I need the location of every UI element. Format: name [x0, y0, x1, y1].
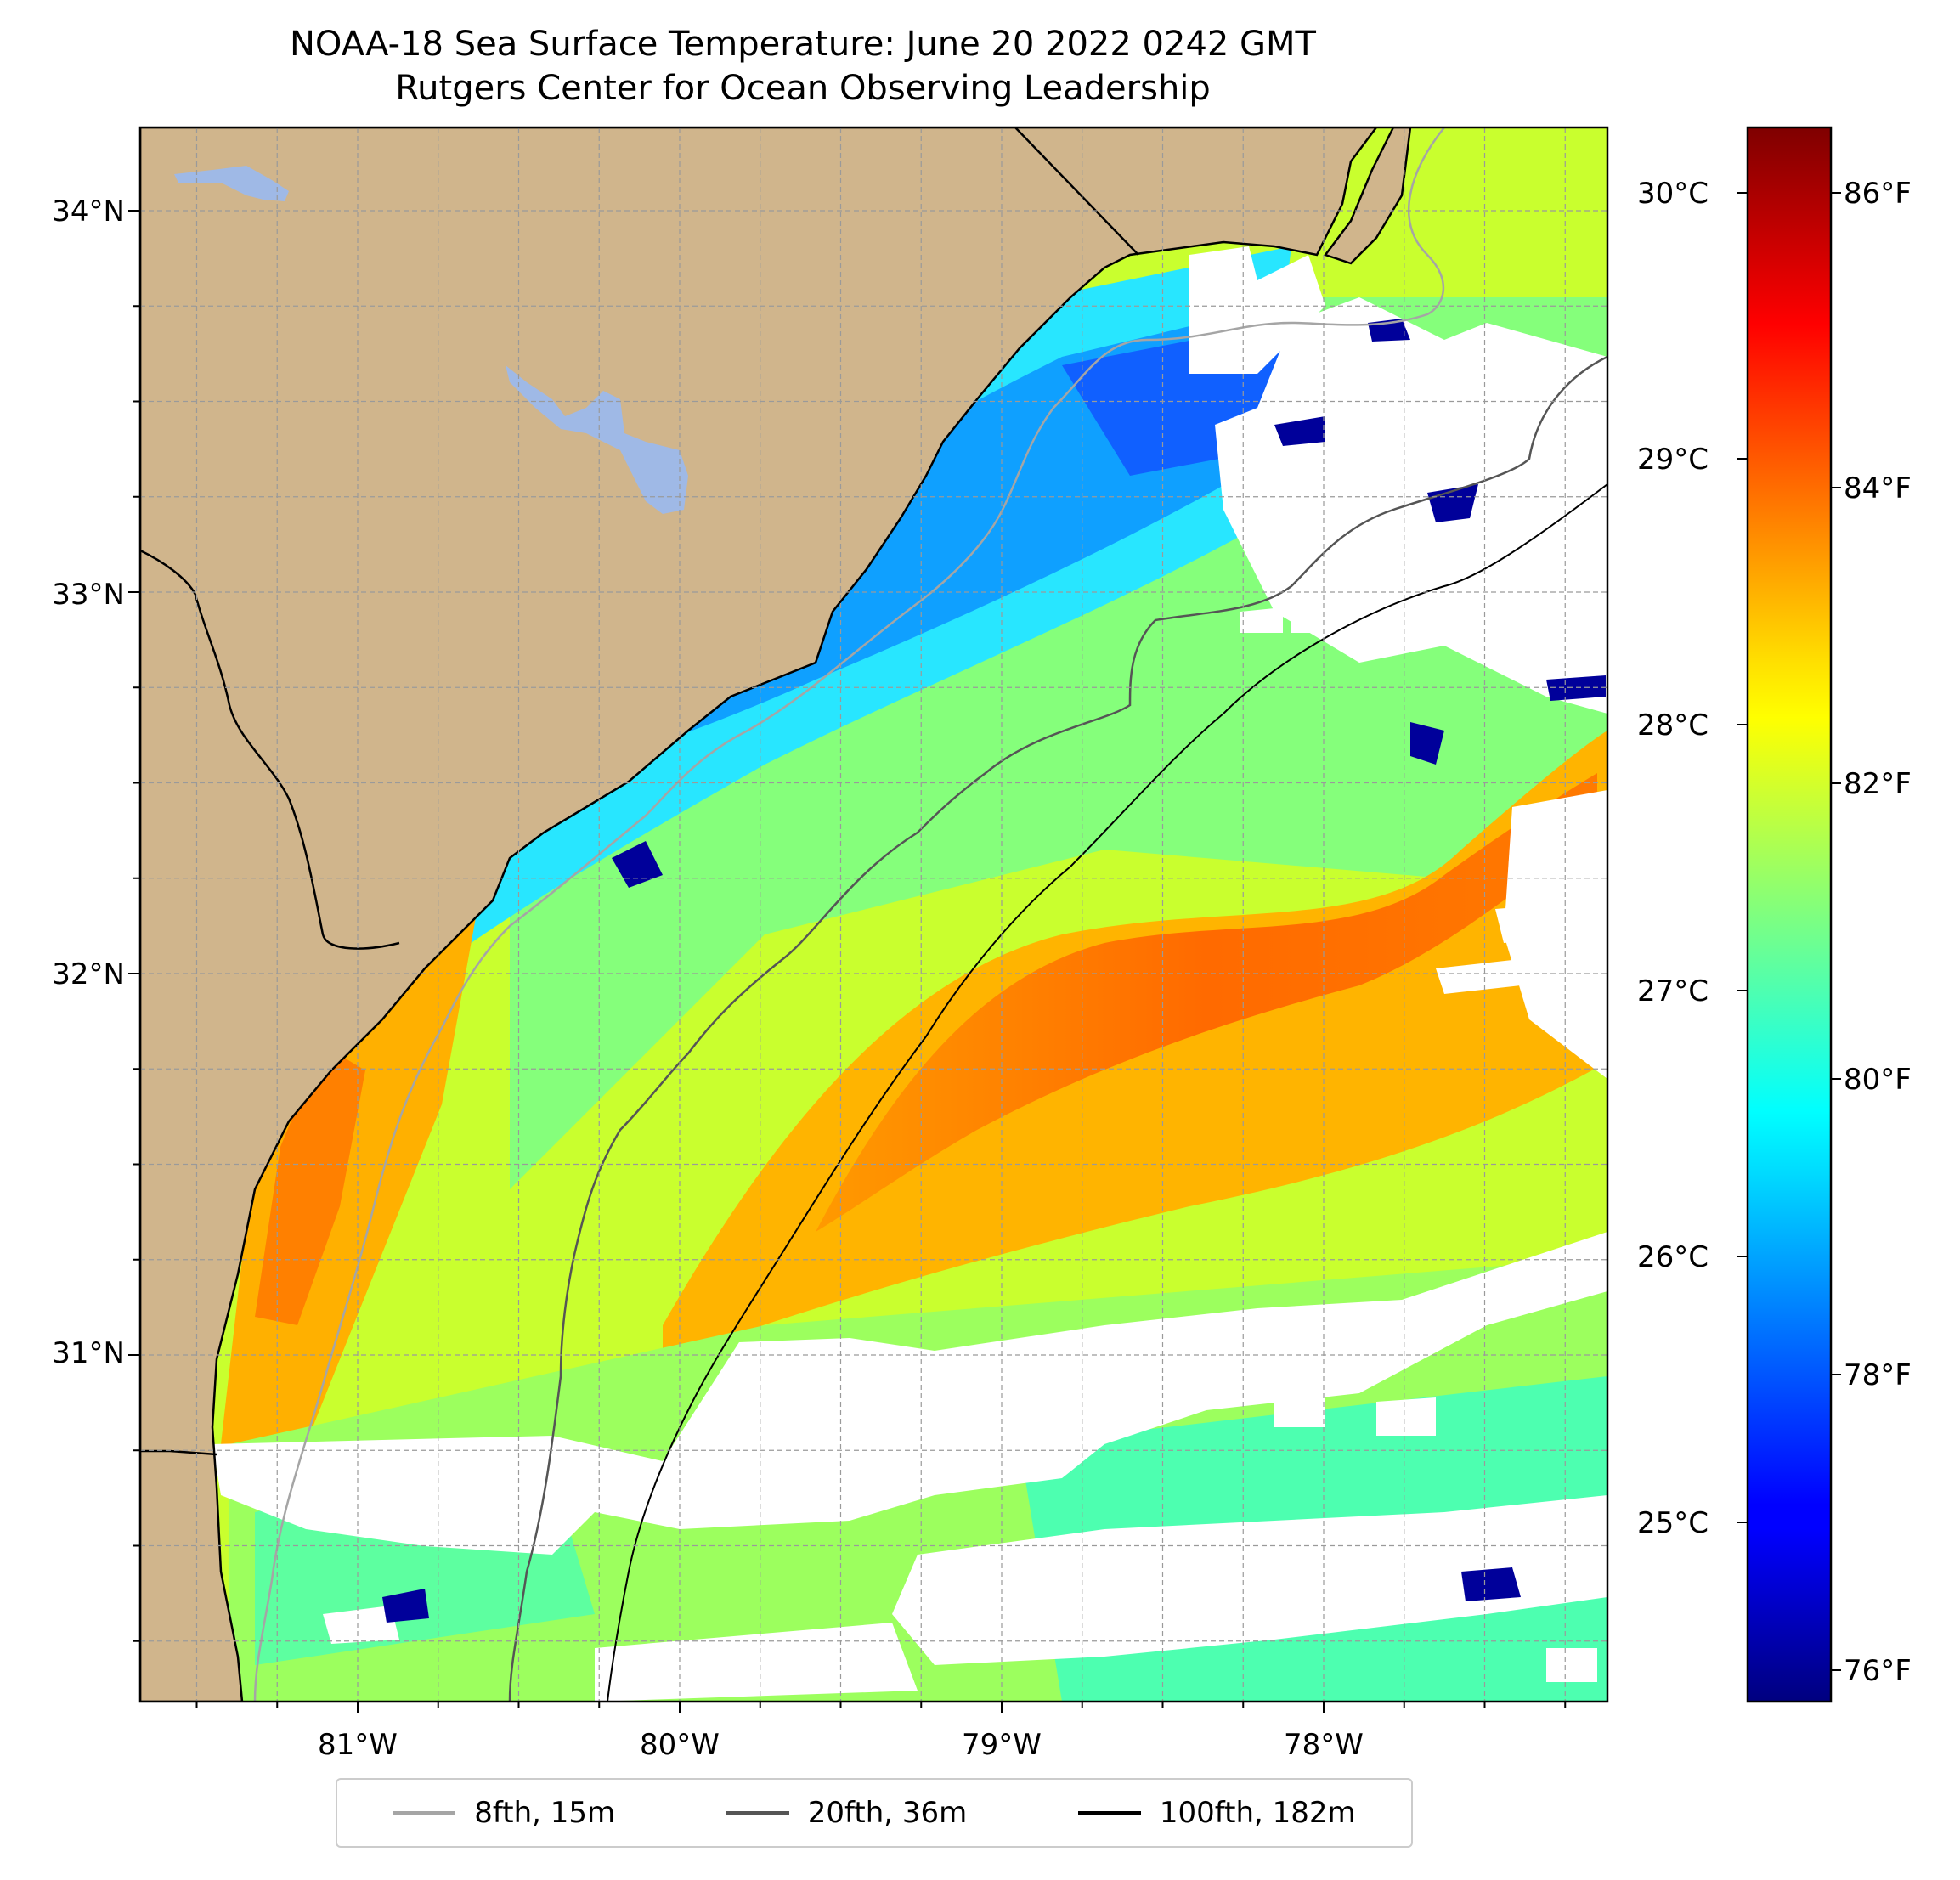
cloud-edge-artifacts	[382, 319, 1606, 1623]
legend-item-20fth: 20fth, 36m	[726, 1796, 968, 1830]
lat-label-33n: 33°N	[52, 578, 125, 612]
legend-item-100fth: 100fth, 182m	[1077, 1796, 1356, 1830]
lon-label-78w: 78°W	[1284, 1728, 1364, 1762]
lon-label-80w: 80°W	[640, 1728, 720, 1762]
land-mass	[140, 127, 1378, 1702]
colorbar-ticks	[1737, 192, 1841, 1671]
legend-label-100fth: 100fth, 182m	[1159, 1796, 1356, 1830]
cloud-mask	[212, 246, 1607, 1702]
lon-label-81w: 81°W	[318, 1728, 398, 1762]
cb-c-25: 25°C	[1637, 1506, 1709, 1540]
isobath-20fth	[508, 355, 1607, 1702]
cb-c-26: 26°C	[1637, 1240, 1709, 1274]
lat-label-32n: 32°N	[52, 957, 125, 991]
state-border-ga-fl	[140, 1449, 217, 1456]
map-gridlines	[140, 127, 1607, 1702]
map-title: NOAA-18 Sea Surface Temperature: June 20…	[289, 25, 1316, 64]
cb-f-80: 80°F	[1844, 1063, 1912, 1097]
cb-f-84: 84°F	[1844, 471, 1912, 505]
cb-c-27: 27°C	[1637, 974, 1709, 1008]
colorbar	[1746, 126, 1833, 1703]
cb-f-76: 76°F	[1844, 1654, 1912, 1688]
land-outer-banks	[1323, 127, 1412, 265]
legend-swatch-100fth	[1077, 1811, 1141, 1815]
map-axis-ticks	[128, 210, 1567, 1713]
lat-label-34n: 34°N	[52, 195, 125, 229]
legend-label-8fth: 8fth, 15m	[474, 1796, 616, 1830]
state-border-nc-sc	[1014, 127, 1139, 256]
gulf-stream-core	[816, 773, 1597, 1232]
legend-swatch-8fth	[393, 1811, 456, 1815]
lake-norman	[174, 166, 289, 201]
lake-marion-moultrie	[506, 365, 688, 514]
cb-f-82: 82°F	[1844, 767, 1912, 801]
map-frame	[138, 126, 1609, 1703]
legend-label-20fth: 20fth, 36m	[807, 1796, 968, 1830]
lon-label-79w: 79°W	[962, 1728, 1042, 1762]
cb-c-30: 30°C	[1637, 177, 1709, 211]
legend-item-8fth: 8fth, 15m	[393, 1796, 615, 1830]
isobath-legend: 8fth, 15m 20fth, 36m 100fth, 182m	[336, 1778, 1413, 1848]
map-area	[140, 127, 1607, 1702]
lat-label-31n: 31°N	[52, 1336, 125, 1370]
map-subtitle: Rutgers Center for Ocean Observing Leade…	[395, 69, 1211, 108]
ocean-warm-nearshore-core	[255, 1045, 365, 1325]
legend-swatch-20fth	[726, 1811, 789, 1815]
cb-f-86: 86°F	[1844, 177, 1912, 211]
cb-c-29: 29°C	[1637, 443, 1709, 477]
cb-c-28: 28°C	[1637, 709, 1709, 742]
isobath-100fth	[607, 483, 1607, 1702]
state-border-sc-ga	[140, 549, 400, 950]
cb-f-78: 78°F	[1844, 1358, 1912, 1392]
isobath-8fth	[253, 127, 1445, 1702]
